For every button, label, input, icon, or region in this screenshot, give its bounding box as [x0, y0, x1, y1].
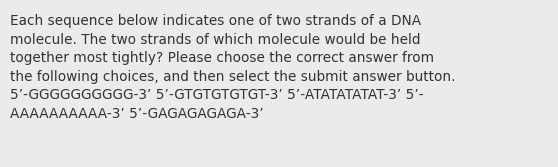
Text: 5’-GGGGGGGGGG-3’ 5’-GTGTGTGTGT-3’ 5’-ATATATATAT-3’ 5’-: 5’-GGGGGGGGGG-3’ 5’-GTGTGTGTGT-3’ 5’-ATA… — [10, 88, 424, 102]
Text: together most tightly? Please choose the correct answer from: together most tightly? Please choose the… — [10, 51, 434, 65]
Text: Each sequence below indicates one of two strands of a DNA: Each sequence below indicates one of two… — [10, 14, 421, 28]
Text: the following choices, and then select the submit answer button.: the following choices, and then select t… — [10, 69, 455, 84]
Text: molecule. The two strands of which molecule would be held: molecule. The two strands of which molec… — [10, 33, 421, 46]
Text: AAAAAAAAAA-3’ 5’-GAGAGAGAGA-3’: AAAAAAAAAA-3’ 5’-GAGAGAGAGA-3’ — [10, 107, 263, 121]
